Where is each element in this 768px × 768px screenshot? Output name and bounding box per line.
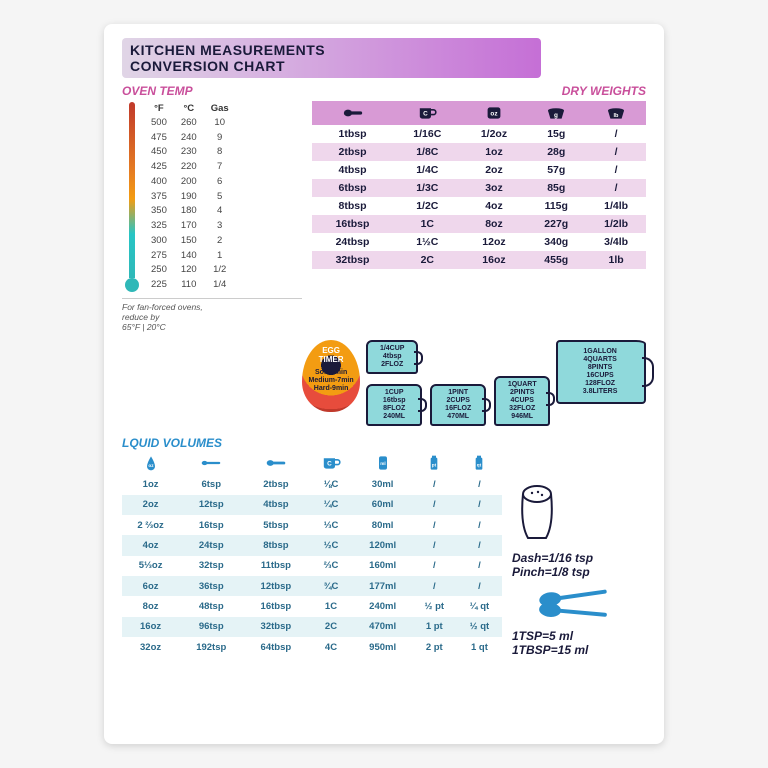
liquid-header-C: C — [308, 452, 353, 474]
oven-col-header: °C — [174, 102, 204, 115]
svg-text:oz: oz — [490, 110, 497, 117]
dry-row: 24tbsp1½C12oz340g3/4lb — [312, 233, 646, 251]
liquid-table: oz Cml pt qt 1oz6tsp2tbsp⅛C30ml//2oz12tsp4t… — [122, 452, 502, 657]
oven-row: 4002006 — [144, 174, 236, 189]
top-row: OVEN TEMP °F°CGas 5002601047524094502308… — [122, 84, 646, 332]
liquid-header-tsp — [179, 452, 243, 474]
liquid-header-tbsp — [243, 452, 308, 474]
oven-row: 3001502 — [144, 233, 236, 248]
liquid-row: 4oz24tsp8tbsp½C120ml// — [122, 535, 502, 555]
conversion-chart-card: KITCHEN MEASUREMENTS CONVERSION CHART OV… — [104, 24, 664, 744]
oven-row: 2751401 — [144, 248, 236, 263]
oven-row: 4752409 — [144, 130, 236, 145]
gallon-jug-icon: 1GALLON4QUARTS8PINTS16CUPS128FLOZ3.8LITE… — [556, 340, 646, 404]
oven-row: 3251703 — [144, 218, 236, 233]
svg-text:C: C — [423, 110, 428, 117]
liquid-header-oz: oz — [122, 452, 179, 474]
liquid-title: LQUID VOLUMES — [122, 436, 646, 450]
oven-row: 3501804 — [144, 204, 236, 219]
oven-column: OVEN TEMP °F°CGas 5002601047524094502308… — [122, 84, 302, 332]
oven-title: OVEN TEMP — [122, 84, 302, 98]
oven-row: 2501201/2 — [144, 263, 236, 278]
oven-row: 4252207 — [144, 159, 236, 174]
dry-header-oz: oz — [462, 101, 527, 125]
liquid-row: 2 ⅔oz16tsp5tbsp⅓C80ml// — [122, 515, 502, 535]
svg-text:pt: pt — [432, 463, 437, 468]
title-line-1: KITCHEN MEASUREMENTS — [130, 42, 533, 58]
oven-table: °F°CGas 50026010475240945023084252207400… — [144, 102, 236, 292]
dry-row: 2tbsp1/8C1oz28g/ — [312, 143, 646, 161]
oven-row: 50026010 — [144, 115, 236, 130]
oven-row: 2251101/4 — [144, 277, 236, 292]
quarter-cup-icon: 1/4CUP4tbsp2FLOZ — [366, 340, 418, 374]
oven-col-header: Gas — [204, 102, 236, 115]
svg-text:g: g — [554, 112, 558, 119]
liquid-row: 32oz192tsp64tbsp4C950ml2 pt1 qt — [122, 637, 502, 657]
liquid-row: 2oz12tsp4tbsp¼C60ml// — [122, 495, 502, 515]
quart-cup-icon: 1QUART2PINTS4CUPS32FLOZ946ML — [494, 376, 550, 426]
thermometer-icon — [122, 102, 142, 292]
bottom-row: oz Cml pt qt 1oz6tsp2tbsp⅛C30ml//2oz12tsp4t… — [122, 452, 646, 657]
svg-text:C: C — [327, 461, 332, 468]
oven-col-header: °F — [144, 102, 174, 115]
dry-header-lb: lb — [586, 101, 646, 125]
liquid-row: 5⅓oz32tsp11tbsp⅔C160ml// — [122, 556, 502, 576]
dry-column: DRY WEIGHTS Coz g lb 1tbsp1/16C1/2oz15g/2t… — [312, 84, 646, 332]
oven-row: 3751905 — [144, 189, 236, 204]
dry-header-C: C — [393, 101, 462, 125]
dry-title: DRY WEIGHTS — [312, 84, 646, 98]
tsp-label: 1TSP=5 ml — [512, 629, 646, 643]
dry-row: 4tbsp1/4C2oz57g/ — [312, 161, 646, 179]
liquid-row: 6oz36tsp12tbsp¾C177ml// — [122, 576, 502, 596]
dry-row: 8tbsp1/2C4oz115g1/4lb — [312, 197, 646, 215]
dry-row: 32tbsp2C16oz455g1lb — [312, 251, 646, 269]
salt-shaker-icon — [512, 482, 562, 542]
oven-wrap: °F°CGas 50026010475240945023084252207400… — [122, 102, 302, 292]
liquid-header-ml: ml — [354, 452, 412, 474]
dry-header-g: g — [526, 101, 586, 125]
title-line-2: CONVERSION CHART — [130, 58, 533, 74]
svg-text:qt: qt — [477, 463, 482, 468]
title-bar: KITCHEN MEASUREMENTS CONVERSION CHART — [122, 38, 541, 78]
dry-row: 1tbsp1/16C1/2oz15g/ — [312, 125, 646, 143]
pinch-label: Pinch=1/8 tsp — [512, 565, 646, 579]
svg-text:oz: oz — [148, 463, 154, 468]
volume-cups-row: EGG TIMER Soft-5min Medium-7min Hard-9mi… — [122, 340, 646, 426]
liquid-header-qt: qt — [457, 452, 502, 474]
fan-note: For fan-forced ovens, reduce by 65°F | 2… — [122, 298, 302, 332]
dry-row: 16tbsp1C8oz227g1/2lb — [312, 215, 646, 233]
svg-text:lb: lb — [614, 113, 620, 119]
spoons-icon — [539, 589, 619, 625]
one-cup-icon: 1CUP16tbsp8FLOZ240ML — [366, 384, 422, 426]
liquid-row: 8oz48tsp16tbsp1C240ml½ pt¼ qt — [122, 596, 502, 616]
tbsp-label: 1TBSP=15 ml — [512, 643, 646, 657]
pint-cup-icon: 1PINT2CUPS16FLOZ470ML — [430, 384, 486, 426]
cup-stack: 1/4CUP4tbsp2FLOZ 1CUP16tbsp8FLOZ240ML 1P… — [366, 340, 550, 426]
dry-row: 6tbsp1/3C3oz85g/ — [312, 179, 646, 197]
egg-timer-icon: EGG TIMER Soft-5min Medium-7min Hard-9mi… — [302, 340, 360, 412]
dry-table: Coz g lb 1tbsp1/16C1/2oz15g/2tbsp1/8C1oz28… — [312, 101, 646, 269]
liquid-row: 1oz6tsp2tbsp⅛C30ml// — [122, 474, 502, 494]
svg-text:ml: ml — [380, 461, 385, 466]
liquid-header-pt: pt — [412, 452, 457, 474]
dash-label: Dash=1/16 tsp — [512, 551, 646, 565]
liquid-row: 16oz96tsp32tbsp2C470ml1 pt½ qt — [122, 617, 502, 637]
dry-header-spoon — [312, 101, 393, 125]
right-extras: Dash=1/16 tsp Pinch=1/8 tsp 1TSP=5 ml 1T… — [512, 452, 646, 657]
oven-row: 4502308 — [144, 145, 236, 160]
